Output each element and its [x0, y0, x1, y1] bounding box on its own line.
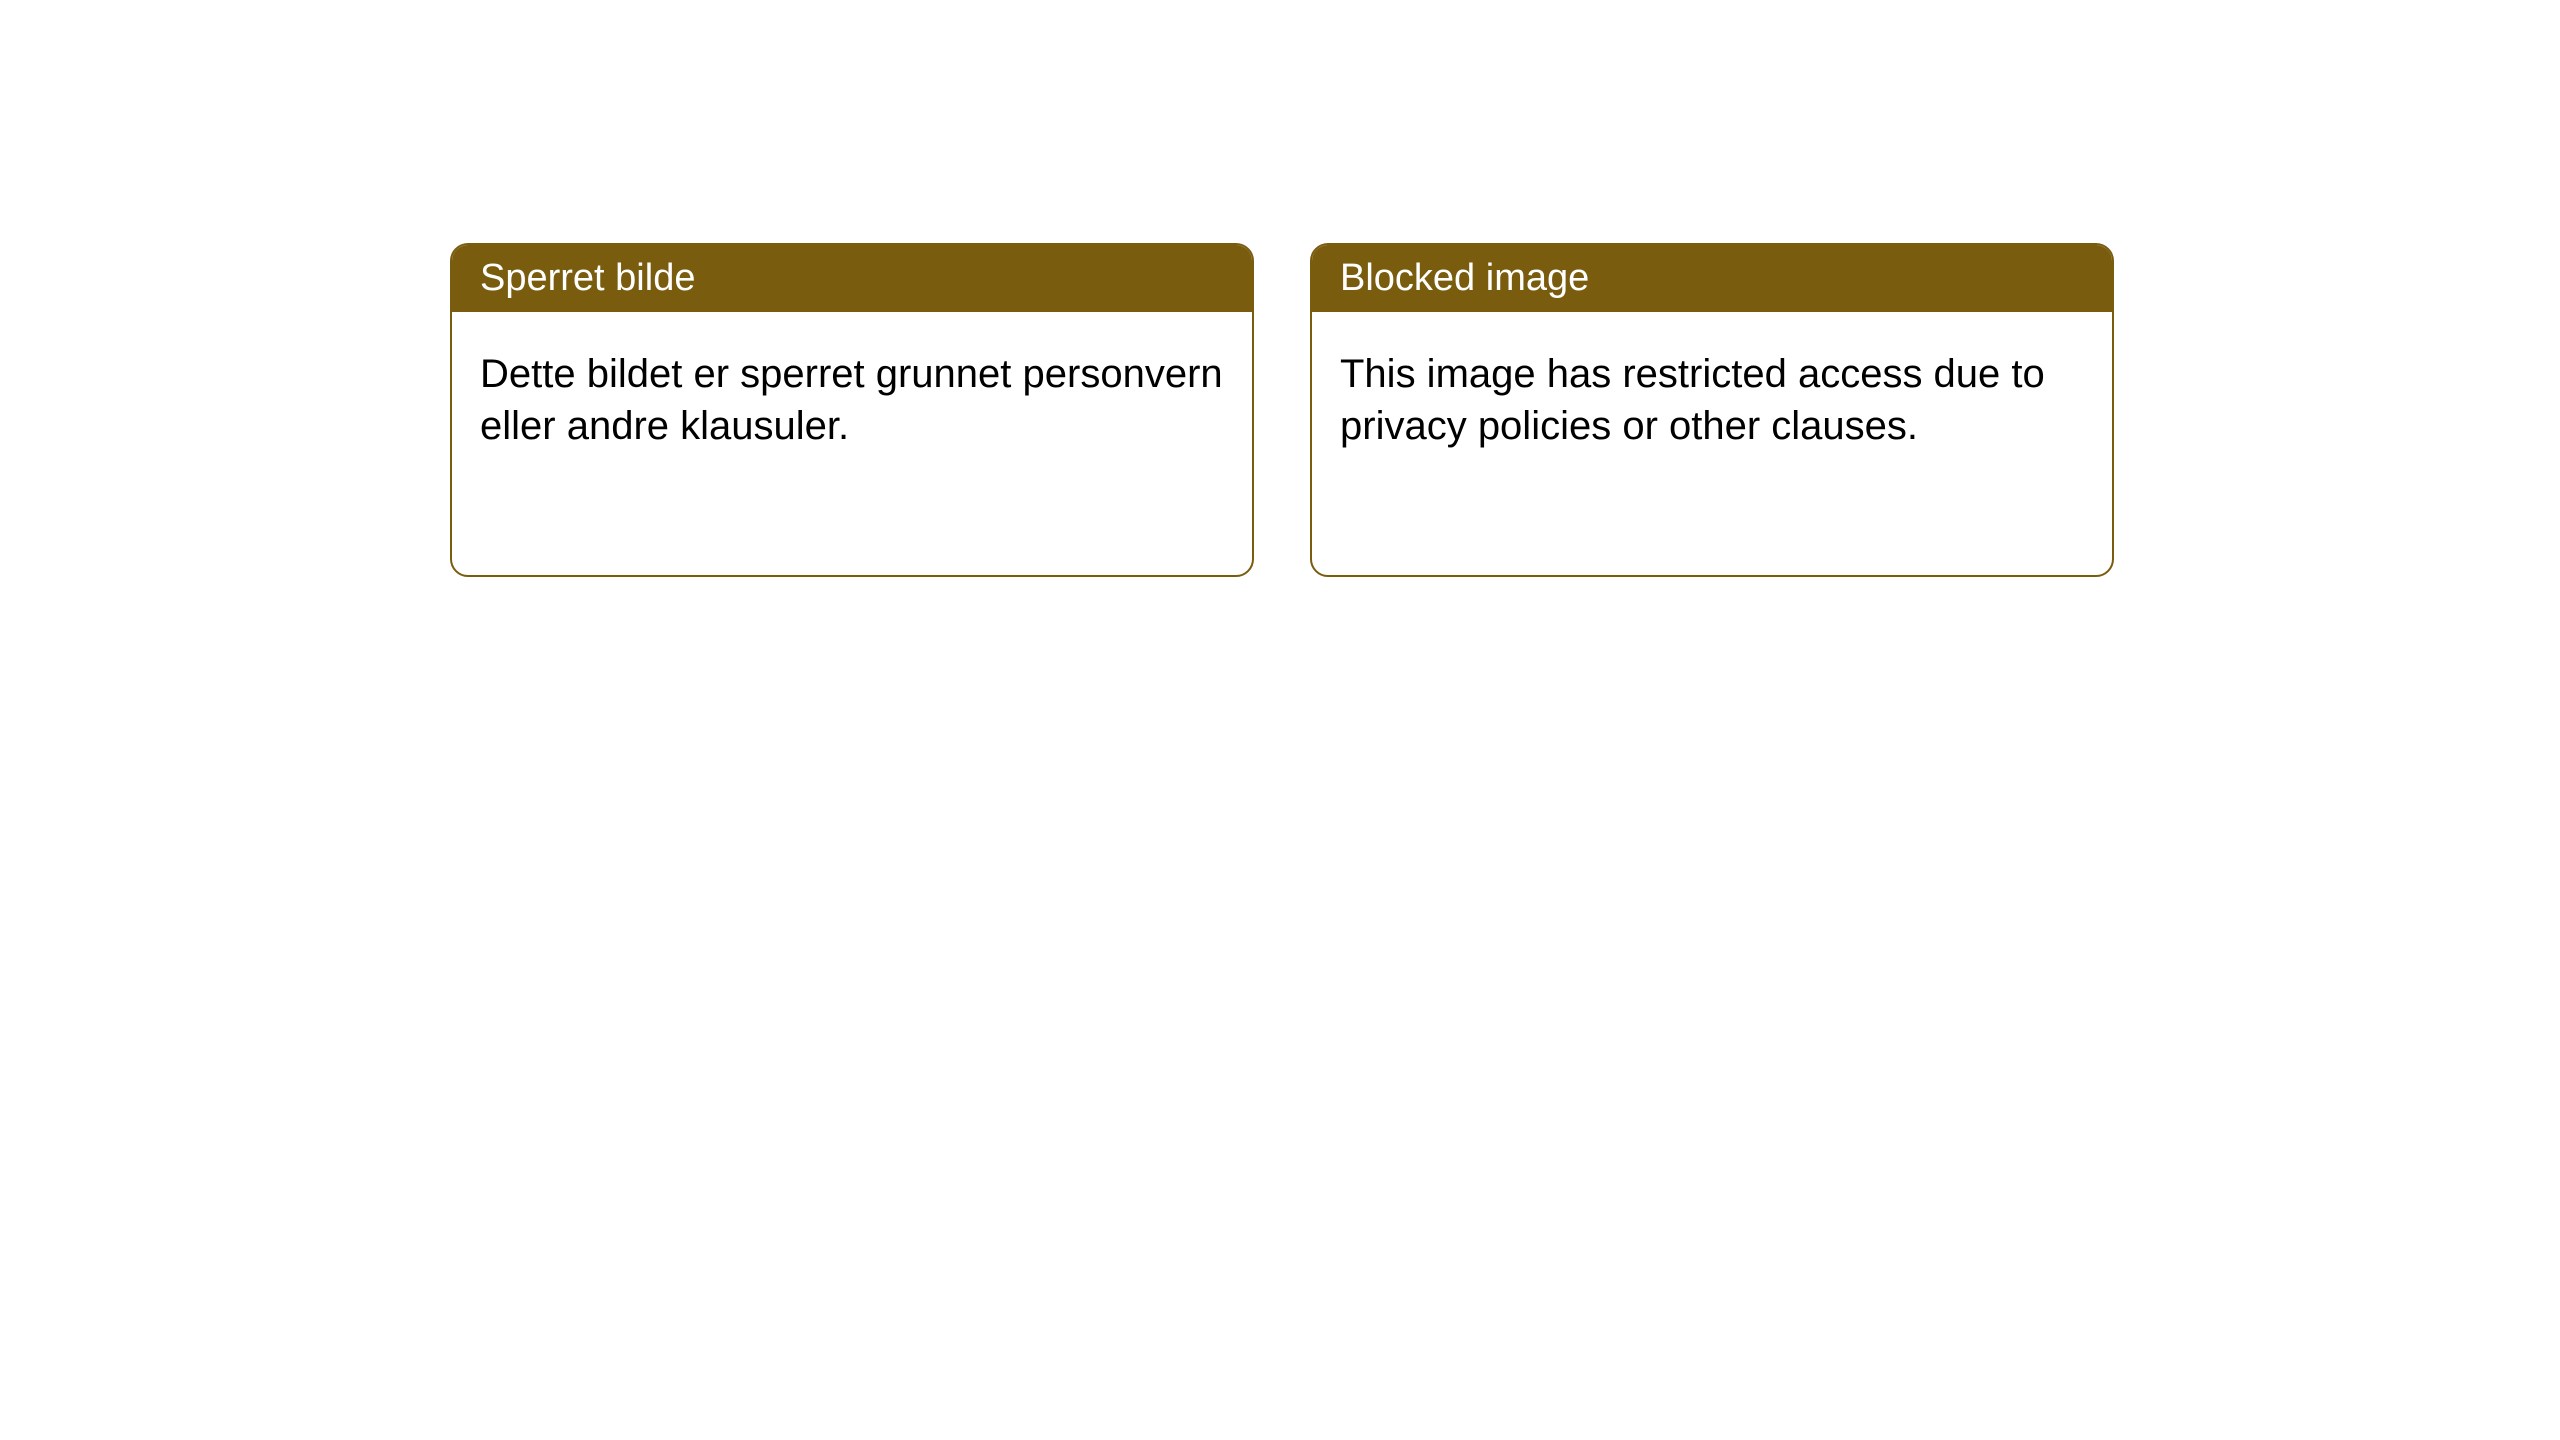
notice-title: Blocked image [1312, 245, 2112, 312]
notice-body: Dette bildet er sperret grunnet personve… [452, 312, 1252, 488]
notice-card-norwegian: Sperret bilde Dette bildet er sperret gr… [450, 243, 1254, 577]
notice-body: This image has restricted access due to … [1312, 312, 2112, 488]
notice-container: Sperret bilde Dette bildet er sperret gr… [0, 0, 2560, 577]
notice-title: Sperret bilde [452, 245, 1252, 312]
notice-card-english: Blocked image This image has restricted … [1310, 243, 2114, 577]
